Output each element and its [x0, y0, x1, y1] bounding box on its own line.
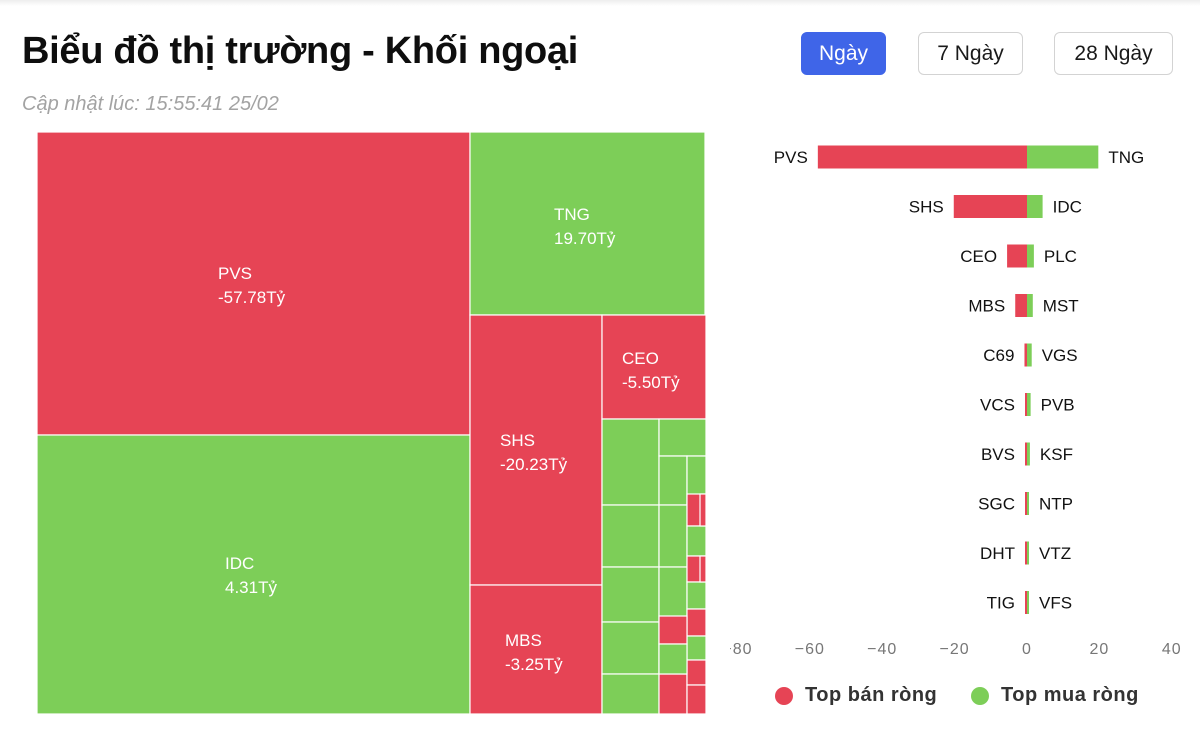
sell-bar-mbs [1015, 294, 1027, 317]
treemap-small-cell [601, 566, 660, 623]
treemap-small-cell [658, 673, 688, 714]
legend-sell-label: Top bán ròng [805, 684, 938, 706]
buy-legend-dot [971, 686, 989, 705]
x-tick-label: 0 [1022, 641, 1032, 658]
buy-bar-ntp [1027, 492, 1029, 515]
treemap-label-ceo: CEO [622, 349, 659, 368]
treemap-small-cell [658, 418, 706, 457]
sell-bar-bvs [1025, 442, 1027, 466]
sell-label-sgc: SGC [978, 495, 1015, 514]
buy-bar-pvb [1027, 393, 1031, 416]
treemap-value-ceo: -5.50Tỷ [622, 373, 680, 392]
treemap-value-idc: 4.31Tỷ [225, 578, 277, 597]
x-tick-label: −80 [730, 641, 752, 658]
buy-label-pvb: PVB [1041, 396, 1075, 415]
page-title: Biểu đồ thị trường - Khối ngoại [22, 30, 579, 72]
buy-bar-vfs [1027, 591, 1029, 614]
x-tick-label: 40 [1162, 641, 1182, 658]
treemap-value-shs: -20.23Tỷ [500, 455, 568, 474]
buy-bar-tng [1027, 145, 1099, 169]
treemap-small-cell [686, 608, 706, 637]
range-button-day[interactable]: Ngày [801, 32, 886, 75]
sell-bar-dht [1025, 541, 1027, 565]
buy-label-idc: IDC [1053, 198, 1082, 217]
treemap-small-cell [658, 566, 688, 623]
buy-label-ntp: NTP [1039, 495, 1073, 514]
x-tick-label: 20 [1090, 641, 1110, 658]
treemap-small-cell [601, 418, 660, 506]
sell-bar-shs [953, 195, 1027, 218]
sell-label-dht: DHT [980, 544, 1015, 563]
sell-bar-ceo [1007, 244, 1027, 268]
range-button-28-days[interactable]: 28 Ngày [1054, 32, 1173, 75]
sell-label-bvs: BVS [981, 445, 1015, 464]
treemap-cell-shs [469, 314, 603, 586]
sell-legend-dot [775, 686, 793, 705]
treemap-small-cell [686, 581, 706, 610]
buy-bar-idc [1027, 195, 1043, 218]
treemap-label-shs: SHS [500, 431, 535, 450]
sell-label-c69: C69 [983, 346, 1014, 365]
top-shadow [0, 0, 1200, 6]
buy-label-mst: MST [1043, 297, 1079, 316]
treemap-label-mbs: MBS [505, 631, 542, 650]
sell-label-ceo: CEO [960, 247, 997, 266]
legend-buy[interactable]: Top mua ròng [971, 684, 1139, 707]
x-tick-label: −20 [940, 641, 970, 658]
update-timestamp: Cập nhật lúc: 15:55:41 25/02 [22, 93, 279, 115]
treemap-small-cell [686, 525, 706, 557]
treemap-value-pvs: -57.78Tỷ [218, 288, 286, 307]
treemap-cell-idc [37, 434, 471, 714]
buy-label-vgs: VGS [1042, 346, 1078, 365]
treemap-label-pvs: PVS [218, 264, 252, 283]
treemap-label-tng: TNG [554, 205, 590, 224]
treemap-small-cell [658, 615, 688, 645]
sell-label-vcs: VCS [980, 396, 1015, 415]
treemap-small-cell [699, 555, 706, 583]
sell-label-pvs: PVS [774, 148, 808, 167]
sell-label-shs: SHS [909, 198, 944, 217]
buy-bar-vtz [1027, 541, 1029, 565]
treemap-small-cell [601, 673, 660, 714]
treemap-small-cell [601, 504, 660, 568]
treemap-cell-mbs [469, 584, 603, 714]
sell-bar-pvs [817, 145, 1027, 169]
treemap-small-cell [658, 455, 688, 506]
buy-label-vtz: VTZ [1039, 544, 1071, 563]
treemap-value-tng: 19.70Tỷ [554, 229, 616, 248]
sell-bar-sgc [1025, 492, 1027, 515]
sell-bar-tig [1025, 591, 1027, 614]
sell-label-tig: TIG [987, 594, 1015, 613]
buy-label-vfs: VFS [1039, 594, 1072, 613]
treemap-chart: PVS -57.78Tỷ IDC 4.31Tỷ TNG 19.70Tỷ SHS -20.23T… [37, 132, 706, 714]
treemap-small-cell [686, 684, 706, 714]
buy-label-ksf: KSF [1040, 445, 1073, 464]
sell-bar-vcs [1025, 393, 1027, 416]
treemap-small-cell [686, 635, 706, 661]
buy-bar-plc [1027, 244, 1034, 268]
treemap-small-cell [658, 643, 688, 675]
buy-bar-mst [1027, 294, 1033, 317]
legend-sell[interactable]: Top bán ròng [775, 684, 937, 707]
x-tick-label: −60 [795, 641, 825, 658]
treemap-small-cell [699, 493, 706, 527]
treemap-cell-ceo [601, 314, 706, 420]
treemap-cell-tng [469, 132, 706, 316]
treemap-small-cell [686, 659, 706, 686]
buy-bar-ksf [1027, 442, 1030, 466]
treemap-small-cell [601, 621, 660, 675]
buy-label-plc: PLC [1044, 247, 1077, 266]
treemap-label-idc: IDC [225, 554, 254, 573]
treemap-cell-pvs [37, 132, 471, 436]
diverging-bar-chart: PVS TNG SHS IDC CEO PLC MBS MST C69 VGS VCS PVB BVS K… [730, 145, 1182, 658]
buy-bar-vgs [1027, 343, 1032, 367]
sell-label-mbs: MBS [968, 297, 1005, 316]
x-tick-label: −40 [867, 641, 897, 658]
buy-label-tng: TNG [1108, 148, 1144, 167]
range-button-7-days[interactable]: 7 Ngày [918, 32, 1023, 75]
sell-bar-c69 [1024, 343, 1027, 367]
treemap-small-cell [658, 504, 688, 568]
treemap-value-mbs: -3.25Tỷ [505, 655, 563, 674]
legend-buy-label: Top mua ròng [1001, 684, 1139, 706]
